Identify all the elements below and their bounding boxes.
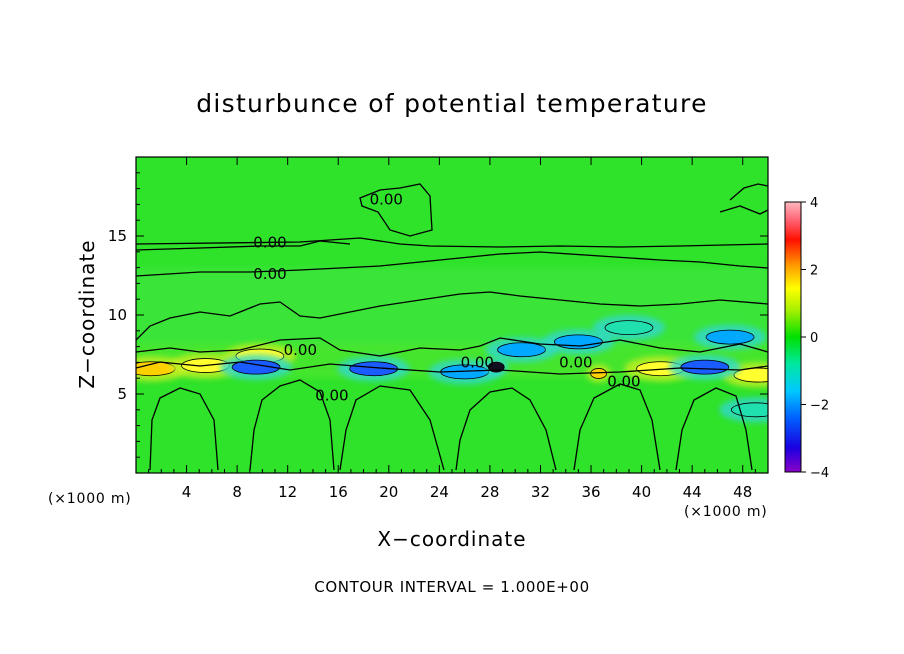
x-tick-label: 8 [232, 483, 242, 501]
x-tick-label: 36 [581, 483, 600, 501]
field-band [136, 267, 768, 347]
contour-label: 0.00 [315, 387, 348, 405]
contour-interval-note: CONTOUR INTERVAL = 1.000E+00 [314, 578, 589, 596]
contour-line [136, 361, 768, 375]
cold-anomaly [231, 359, 281, 375]
y-axis: 5 10 15 [108, 172, 768, 458]
contour-line [249, 379, 335, 471]
contour-line [136, 240, 351, 251]
contour-line [455, 387, 557, 471]
colorbar-tick-label: −2 [810, 399, 829, 414]
contour-label: 0.00 [370, 191, 403, 209]
colorbar-ticks: 4 2 0 −2 −4 [801, 196, 829, 481]
contour-label: 0.00 [253, 233, 286, 251]
cold-anomaly [554, 334, 603, 350]
colorbar-tick-label: −4 [810, 466, 829, 481]
x-tick-label: 20 [379, 483, 398, 501]
colorbar-tick-label: 0 [810, 331, 818, 346]
x-tick-label: 28 [480, 483, 499, 501]
x-tick-label: 4 [182, 483, 192, 501]
contour-label: 0.00 [253, 265, 286, 283]
colorbar-tick-label: 4 [810, 196, 818, 211]
contour-label-layer: 0.00 0.00 0.00 0.00 0.00 0.00 0.00 0.00 [253, 191, 640, 405]
cold-anomaly [497, 342, 546, 358]
contour-line [339, 385, 445, 471]
x-tick-label: 16 [329, 483, 348, 501]
contour-line [136, 251, 768, 277]
x-tick-label: 12 [278, 483, 297, 501]
x-tick-label: 32 [531, 483, 550, 501]
contour-line [675, 387, 753, 471]
x-axis: 4 8 12 16 20 24 28 32 36 40 44 48 [148, 157, 756, 501]
contour-line [136, 337, 768, 357]
contour-label: 0.00 [461, 353, 494, 371]
chart-title: disturbunce of potential temperature [196, 89, 708, 118]
contour-line [719, 183, 768, 215]
colorbar-scale [784, 201, 802, 473]
cold-anomaly [680, 359, 730, 375]
contour-layer [136, 183, 768, 471]
x-tick-label: 40 [632, 483, 651, 501]
y-tick-label: 15 [108, 227, 127, 245]
plot-area: 0.00 0.00 0.00 0.00 0.00 0.00 0.00 0.00 [136, 157, 768, 473]
x-tick-label: 44 [683, 483, 702, 501]
y-tick-label: 10 [108, 306, 127, 324]
x-axis-unit-label: (×1000 m) [684, 504, 768, 520]
y-tick-label: 5 [117, 385, 127, 403]
contour-label: 0.00 [284, 341, 317, 359]
contour-label: 0.00 [607, 372, 640, 390]
cold-anomaly [705, 329, 755, 345]
contour-line [573, 383, 661, 471]
x-tick-label: 48 [733, 483, 752, 501]
colorbar: 4 2 0 −2 −4 [784, 196, 829, 481]
y-axis-title: Z−coordinate [75, 239, 99, 388]
x-tick-label: 24 [430, 483, 449, 501]
contour-label: 0.00 [559, 353, 592, 371]
cold-anomaly [604, 320, 654, 336]
contour-line [359, 183, 433, 237]
y-axis-unit-label: (×1000 m) [48, 491, 132, 507]
colorbar-tick-label: 2 [810, 264, 818, 279]
x-axis-title: X−coordinate [377, 527, 526, 551]
contour-line [136, 291, 768, 341]
contour-line [149, 387, 219, 471]
